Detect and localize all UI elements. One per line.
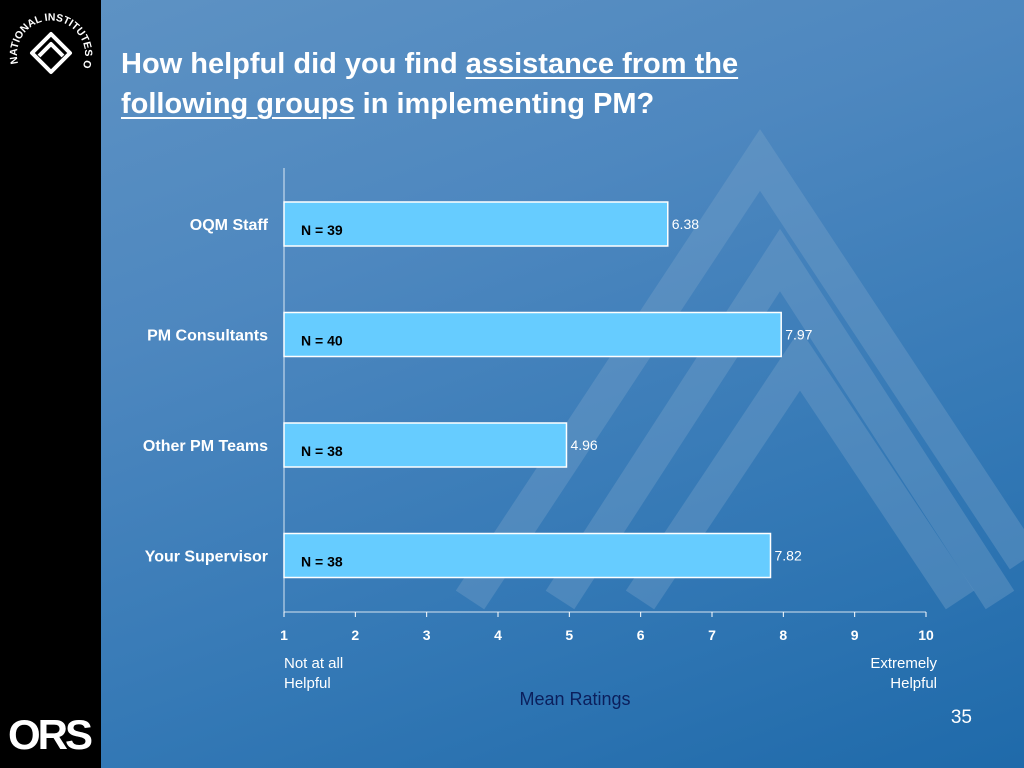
nih-emblem-icon xyxy=(30,32,72,74)
value-label: 6.38 xyxy=(672,216,699,232)
axis-min-note: Not at all Helpful xyxy=(284,654,343,694)
axis-max-note: Extremely Helpful xyxy=(790,654,937,694)
nih-seal-logo: NATIONAL INSTITUTES OF HEALTH xyxy=(6,8,94,74)
x-tick-label: 5 xyxy=(565,627,573,643)
bar xyxy=(283,532,772,579)
x-tick-label: 8 xyxy=(779,627,787,643)
x-tick-label: 3 xyxy=(423,627,431,643)
category-label: PM Consultants xyxy=(147,328,268,345)
left-strip: NATIONAL INSTITUTES OF HEALTH ORS xyxy=(0,0,101,768)
page-number: 35 xyxy=(950,707,972,728)
x-tick-label: 1 xyxy=(280,627,288,643)
bar xyxy=(283,201,669,247)
title-underlined-1: assistance from the xyxy=(465,48,739,80)
x-tick-label: 10 xyxy=(918,627,934,643)
n-label: N = 40 xyxy=(301,333,343,349)
category-label: Other PM Teams xyxy=(143,438,268,455)
x-tick-label: 4 xyxy=(494,627,502,643)
slide-title: How helpful did you find assistance from… xyxy=(121,44,881,124)
x-tick-label: 7 xyxy=(708,627,716,643)
n-label: N = 38 xyxy=(301,554,343,570)
value-label: 7.97 xyxy=(785,327,812,343)
category-label: Your Supervisor xyxy=(145,549,268,566)
bar xyxy=(283,311,782,358)
x-tick-label: 2 xyxy=(351,627,359,643)
value-label: 7.82 xyxy=(774,548,801,564)
category-label: OQM Staff xyxy=(190,217,269,234)
ors-logo: ORS xyxy=(8,711,93,758)
axis-min-note-line2: Helpful xyxy=(284,675,331,692)
n-label: N = 39 xyxy=(301,222,343,238)
n-label: N = 38 xyxy=(301,443,343,459)
x-tick-label: 6 xyxy=(637,627,645,643)
bar xyxy=(283,422,568,468)
x-tick-label: 9 xyxy=(851,627,859,643)
title-text-part1: How helpful did you find xyxy=(121,48,466,80)
title-underlined-2: following groups xyxy=(121,88,355,120)
axis-min-note-line1: Not at all xyxy=(284,655,344,672)
x-axis-title: Mean Ratings xyxy=(519,689,631,709)
title-text-part2: in implementing PM? xyxy=(354,88,655,120)
value-label: 4.96 xyxy=(570,437,597,453)
axis-max-note-line1: Extremely xyxy=(870,655,937,672)
axis-max-note-line2: Helpful xyxy=(890,675,937,692)
